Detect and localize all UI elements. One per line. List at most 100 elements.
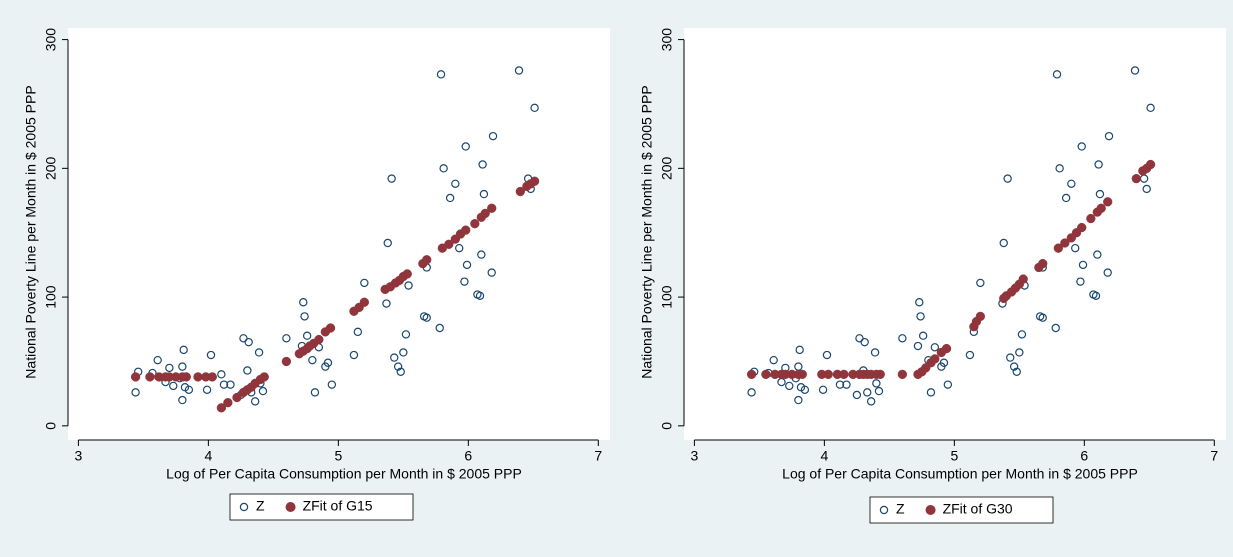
- hollow-point: [1078, 260, 1088, 270]
- hollow-point: [460, 277, 469, 286]
- hollow-point: [926, 388, 936, 397]
- hollow-point: [1017, 330, 1027, 339]
- hollow-point: [310, 388, 320, 397]
- hollow-point: [1009, 362, 1019, 371]
- hollow-point: [1061, 193, 1071, 203]
- fit-point: [181, 372, 191, 382]
- fit-point: [402, 269, 412, 279]
- fit-point: [216, 403, 227, 413]
- hollow-point: [999, 238, 1008, 248]
- hollow-point: [1142, 184, 1151, 194]
- hollow-point: [169, 381, 178, 391]
- hollow-point: [422, 313, 431, 322]
- hollow-point: [863, 388, 872, 397]
- legend: Z ZFit of G30: [869, 496, 1054, 524]
- fit-point: [281, 356, 292, 367]
- fit-point: [1060, 238, 1070, 248]
- legend-marker: [285, 502, 296, 513]
- y-tick-label: 0: [659, 422, 675, 430]
- hollow-point: [461, 142, 470, 151]
- fit-point: [259, 372, 269, 382]
- hollow-point: [401, 330, 411, 339]
- hollow-point: [1094, 160, 1103, 169]
- hollow-point: [530, 103, 539, 113]
- hollow-point: [202, 385, 212, 394]
- hollow-point: [747, 388, 756, 397]
- legend-box: [229, 493, 414, 521]
- hollow-point: [1071, 243, 1080, 253]
- x-axis-label: Log of Per Capita Consumption per Month …: [782, 466, 1138, 482]
- fit-point: [223, 398, 233, 408]
- fit-point: [193, 372, 203, 382]
- hollow-point: [299, 298, 308, 307]
- hollow-point: [478, 160, 487, 169]
- fit-point: [515, 186, 525, 197]
- legend-label: Z: [896, 501, 905, 517]
- hollow-point: [822, 350, 832, 360]
- hollow-point: [383, 238, 392, 248]
- legend: Z ZFit of G15: [229, 493, 414, 521]
- x-tick-label: 4: [820, 448, 828, 464]
- y-tick-label: 300: [43, 28, 59, 52]
- hollow-point: [860, 337, 869, 347]
- hollow-point: [387, 174, 396, 183]
- x-tick-label: 6: [1080, 448, 1088, 464]
- hollow-point: [1015, 348, 1024, 357]
- hollow-point: [327, 380, 337, 389]
- fit-point: [839, 369, 849, 379]
- hollow-point: [217, 370, 226, 379]
- x-tick-label: 4: [204, 448, 212, 464]
- hollow-point: [455, 243, 464, 253]
- y-tick-label: 100: [43, 285, 59, 309]
- hollow-point: [349, 350, 359, 360]
- fit-point: [487, 203, 497, 213]
- fit-point: [1131, 173, 1141, 184]
- hollow-point: [396, 367, 405, 376]
- legend-marker: [925, 505, 936, 516]
- hollow-point: [165, 363, 174, 373]
- fit-point: [130, 372, 141, 382]
- hollow-point: [439, 164, 448, 173]
- fit-point: [444, 239, 454, 249]
- hollow-point: [870, 348, 880, 357]
- hollow-point: [872, 379, 881, 388]
- hollow-point: [1038, 313, 1047, 322]
- hollow-point: [282, 334, 291, 343]
- x-axis-label: Log of Per Capita Consumption per Month …: [166, 466, 522, 482]
- hollow-point: [769, 355, 778, 365]
- hollow-point: [852, 390, 862, 400]
- y-axis-label: National Poverty Line per Month in $ 200…: [639, 85, 655, 378]
- x-tick-label: 7: [1210, 448, 1218, 464]
- hollow-point: [445, 193, 455, 203]
- fit-point: [823, 369, 833, 379]
- fit-point: [897, 369, 908, 379]
- fit-point: [875, 369, 885, 379]
- fit-point: [359, 297, 369, 307]
- fit-point: [1038, 258, 1048, 269]
- x-tick-label: 5: [334, 448, 342, 464]
- hollow-point: [179, 345, 188, 355]
- hollow-point: [1130, 66, 1140, 75]
- hollow-point: [153, 355, 162, 365]
- hollow-point: [250, 397, 260, 406]
- hollow-point: [390, 353, 399, 362]
- hollow-point: [488, 131, 498, 141]
- plot-area: [68, 28, 610, 440]
- hollow-point: [818, 385, 828, 394]
- fit-point: [975, 311, 985, 322]
- hollow-point: [965, 350, 975, 360]
- legend-label: ZFit of G30: [943, 501, 1013, 517]
- hollow-point: [435, 323, 444, 333]
- hollow-point: [178, 362, 187, 371]
- hollow-point: [1055, 164, 1064, 173]
- hollow-point: [915, 298, 924, 307]
- hollow-point: [874, 386, 884, 396]
- hollow-point: [1006, 353, 1015, 362]
- hollow-point: [479, 189, 489, 199]
- hollow-point: [1052, 70, 1062, 79]
- hollow-point: [795, 345, 804, 355]
- hollow-point: [1093, 250, 1102, 259]
- hollow-point: [451, 179, 460, 188]
- hollow-point: [1067, 179, 1076, 188]
